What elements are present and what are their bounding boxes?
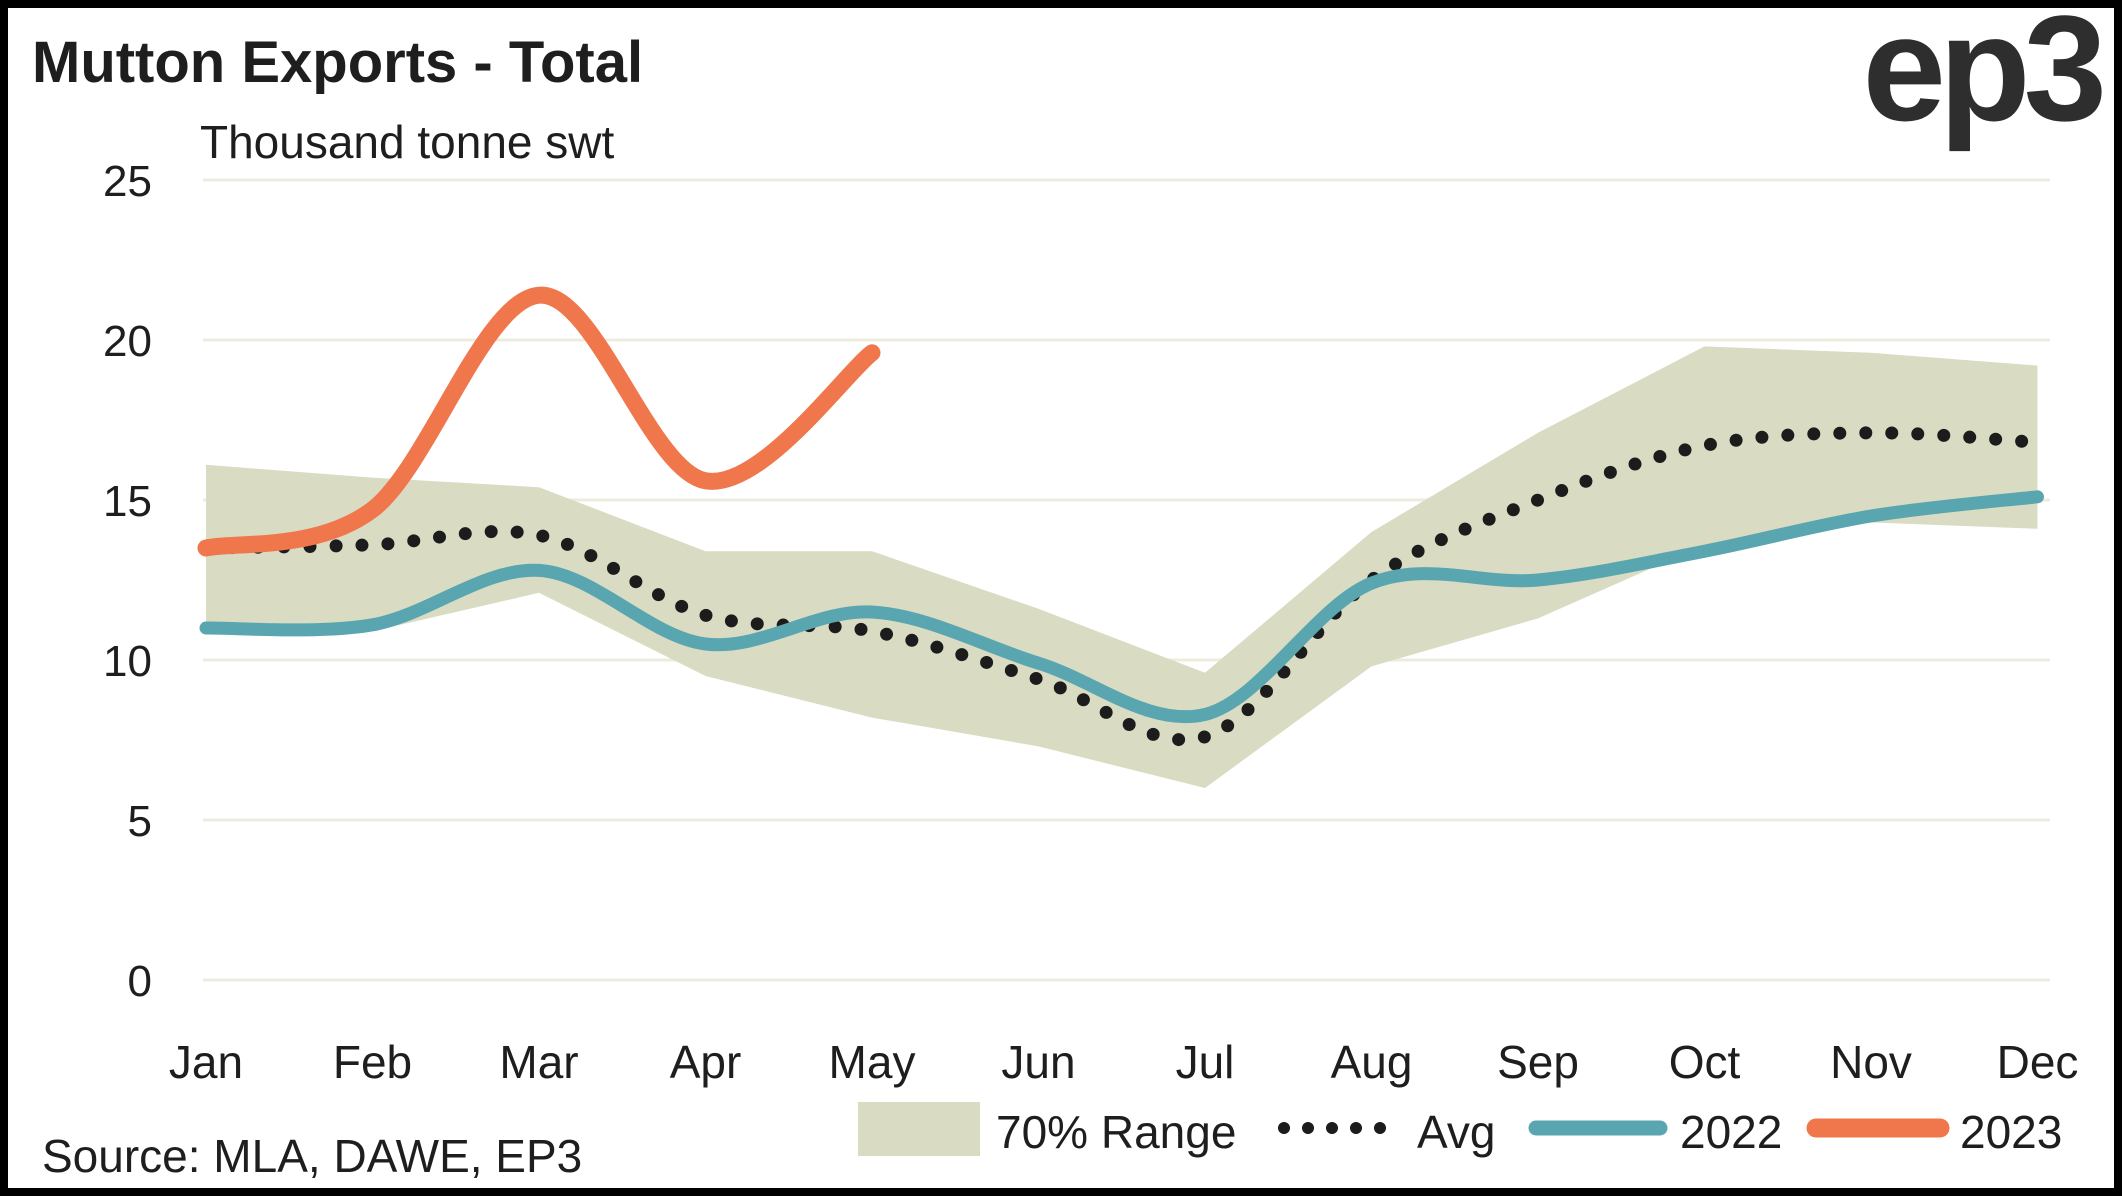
range-band-swatch [858,1102,980,1156]
line-2023 [197,286,881,557]
x-tick-label-may: May [829,1036,916,1088]
legend-label-avg: Avg [1417,1106,1495,1158]
series-lines [197,286,2044,747]
y-axis-labels: 0 5 10 15 20 25 [103,157,152,1006]
ep3-logo: ep3 [1863,0,2102,152]
y-tick-label-5: 5 [128,797,152,846]
x-tick-label-sep: Sep [1497,1036,1579,1088]
x-tick-label-mar: Mar [499,1036,578,1088]
y-tick-label-15: 15 [103,477,152,526]
y-tick-label-0: 0 [128,957,152,1006]
x-axis-labels: Jan Feb Mar Apr May Jun Jul Aug Sep Oct Nov Dec [169,1036,2078,1088]
chart-title: Mutton Exports - Total [32,30,643,95]
legend-label-range: 70% Range [996,1106,1236,1158]
y-tick-label-10: 10 [103,637,152,686]
y-tick-label-25: 25 [103,157,152,206]
x-tick-label-feb: Feb [333,1036,412,1088]
y-tick-label-20: 20 [103,317,152,366]
x-tick-label-aug: Aug [1331,1036,1413,1088]
x-tick-label-dec: Dec [1997,1036,2079,1088]
legend-label-2023: 2023 [1960,1106,2062,1158]
axis-unit-label: Thousand tonne swt [200,116,614,168]
legend-label-2022: 2022 [1680,1106,1782,1158]
source-note: Source: MLA, DAWE, EP3 [42,1130,582,1182]
range-band-area [206,346,2038,788]
x-tick-label-oct: Oct [1669,1036,1741,1088]
legend: 70% Range Avg 2022 2023 [858,1102,2062,1158]
x-tick-label-jul: Jul [1176,1036,1235,1088]
line-2022 [199,490,2044,724]
x-tick-label-jun: Jun [1001,1036,1075,1088]
x-tick-label-apr: Apr [670,1036,742,1088]
x-tick-label-nov: Nov [1830,1036,1912,1088]
seventy-percent-range-band [206,346,2038,788]
avg-line [199,426,2044,747]
x-tick-label-jan: Jan [169,1036,243,1088]
